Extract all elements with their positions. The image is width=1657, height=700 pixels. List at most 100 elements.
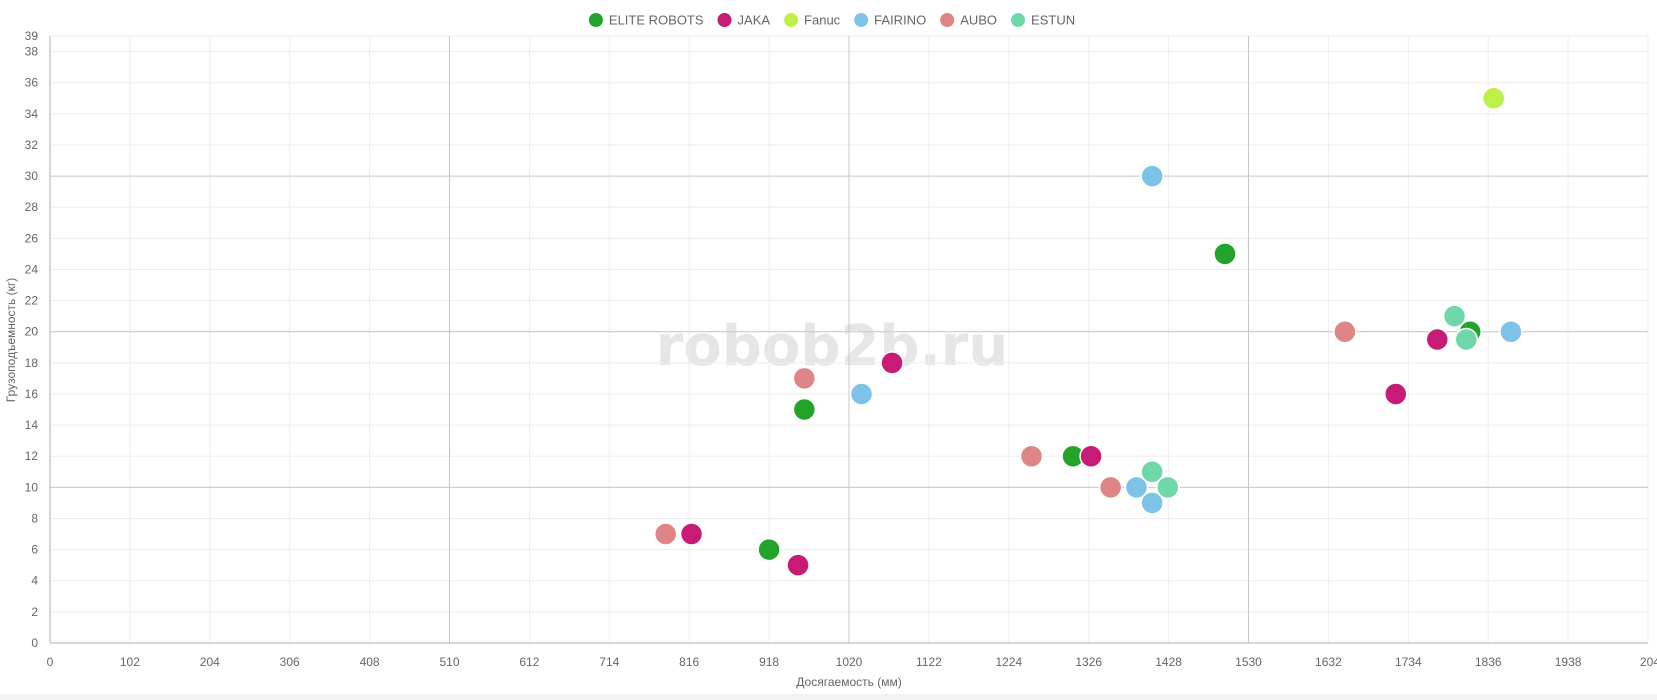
- y-tick-label-17: 34: [25, 107, 39, 121]
- legend-item-1[interactable]: JAKA: [717, 13, 771, 28]
- y-tick-label-8: 16: [25, 387, 39, 401]
- point-4-0: [653, 522, 678, 546]
- point-0-0: [757, 537, 781, 562]
- point-1-3: [1079, 444, 1103, 468]
- x-tick-label-4: 408: [360, 655, 380, 669]
- y-tick-label-10: 20: [25, 325, 39, 339]
- point-3-0: [849, 382, 874, 406]
- series-5: [1140, 304, 1479, 500]
- y-tick-label-19: 38: [25, 45, 39, 59]
- point-1-5: [1425, 327, 1450, 352]
- point-3-2: [1124, 475, 1149, 500]
- x-tick-label-5: 510: [439, 655, 459, 669]
- x-tick-label-9: 918: [759, 655, 779, 669]
- point-1-2: [880, 351, 904, 375]
- point-1-1: [786, 553, 810, 577]
- series-2: [1481, 86, 1506, 111]
- legend-label-0: ELITE ROBOTS: [609, 13, 704, 28]
- y-tick-label-12: 24: [25, 262, 39, 276]
- y-tick-label-9: 18: [25, 356, 39, 370]
- point-3-3: [1140, 491, 1164, 515]
- point-0-1: [792, 397, 817, 422]
- legend-label-4: AUBO: [960, 13, 997, 28]
- data-points: [653, 86, 1523, 577]
- x-tick-label-17: 1734: [1395, 655, 1422, 669]
- x-tick-label-0: 0: [47, 655, 54, 669]
- legend-item-5[interactable]: ESTUN: [1011, 13, 1075, 28]
- series-3: [849, 164, 1523, 515]
- x-tick-label-12: 1224: [995, 655, 1022, 669]
- x-tick-label-18: 1836: [1475, 655, 1502, 669]
- point-3-1: [1140, 164, 1164, 188]
- y-axis-title: Грузоподъемность (кг): [4, 278, 18, 402]
- y-tick-label-14: 28: [25, 200, 39, 214]
- x-tick-label-6: 612: [519, 655, 539, 669]
- point-5-0: [1140, 460, 1164, 484]
- y-tick-label-5: 10: [25, 480, 39, 494]
- y-tick-label-0: 0: [31, 636, 38, 650]
- point-2-0: [1481, 86, 1506, 111]
- legend-item-2[interactable]: Fanuc: [784, 13, 841, 28]
- legend-swatch-1: [717, 13, 732, 27]
- point-5-3: [1454, 327, 1479, 352]
- point-5-2: [1442, 304, 1467, 328]
- y-tick-label-11: 22: [25, 294, 39, 308]
- y-tick-label-16: 32: [25, 138, 39, 152]
- point-4-3: [1098, 475, 1123, 500]
- y-tick-label-3: 6: [31, 543, 38, 557]
- y-tick-label-20: 39: [25, 29, 39, 43]
- legend-swatch-4: [940, 13, 955, 27]
- point-1-4: [1384, 382, 1408, 406]
- series-4: [653, 319, 1357, 546]
- point-4-4: [1333, 319, 1357, 344]
- axes: [49, 36, 1648, 644]
- point-4-1: [792, 366, 817, 391]
- x-tick-label-16: 1632: [1315, 655, 1342, 669]
- legend-item-4[interactable]: AUBO: [940, 13, 997, 28]
- x-tick-label-1: 102: [120, 655, 140, 669]
- legend-item-0[interactable]: ELITE ROBOTS: [588, 13, 704, 28]
- point-4-2: [1019, 444, 1044, 468]
- x-tick-label-11: 1122: [916, 655, 942, 669]
- y-tick-label-15: 30: [25, 169, 39, 183]
- y-tick-label-4: 8: [31, 511, 38, 525]
- grid: [50, 35, 1649, 643]
- legend-swatch-3: [854, 13, 869, 27]
- y-tick-label-13: 26: [25, 231, 39, 245]
- point-1-0: [679, 522, 704, 546]
- legend-swatch-2: [784, 13, 799, 27]
- point-0-3: [1213, 242, 1237, 266]
- x-tick-label-10: 1020: [836, 655, 863, 669]
- x-tick-label-8: 816: [679, 655, 699, 669]
- x-tick-label-3: 306: [280, 655, 300, 669]
- watermark: robob2b.ru: [656, 314, 1009, 379]
- x-tick-label-15: 1530: [1235, 655, 1262, 669]
- x-tick-label-20: 2040: [1640, 655, 1657, 669]
- point-5-1: [1156, 475, 1180, 500]
- y-tick-label-18: 36: [25, 76, 39, 90]
- y-tick-label-2: 4: [31, 574, 38, 588]
- legend-label-3: FAIRINO: [874, 13, 926, 28]
- legend-label-2: Fanuc: [804, 13, 841, 28]
- legend-item-3[interactable]: FAIRINO: [854, 13, 926, 28]
- bottom-band: [0, 694, 1657, 700]
- legend-label-5: ESTUN: [1031, 13, 1075, 28]
- x-tick-label-19: 1938: [1555, 655, 1582, 669]
- legend-swatch-5: [1011, 13, 1026, 27]
- y-tick-label-1: 2: [31, 605, 38, 619]
- x-tick-labels: 0 102 204 306 408 510 612 714 816 918 1020 1122 1224…: [47, 655, 1657, 669]
- x-tick-label-14: 1428: [1155, 655, 1182, 669]
- y-tick-label-7: 14: [25, 418, 39, 432]
- x-tick-label-7: 714: [599, 655, 619, 669]
- legend-swatch-0: [588, 13, 603, 27]
- point-3-4: [1499, 319, 1523, 344]
- y-tick-label-6: 12: [25, 449, 39, 463]
- legend-label-1: JAKA: [738, 13, 771, 28]
- series-1: [679, 327, 1450, 577]
- legend: ELITE ROBOTS JAKA Fanuc FAIRINO AUBO ESTUN: [588, 13, 1075, 28]
- x-tick-label-2: 204: [200, 655, 220, 669]
- x-tick-label-13: 1326: [1075, 655, 1102, 669]
- x-axis-title: Досягаемость (мм): [796, 675, 901, 689]
